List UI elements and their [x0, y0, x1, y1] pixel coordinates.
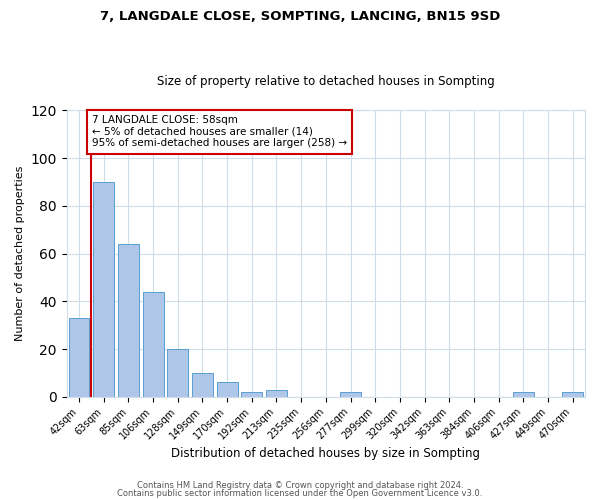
Bar [241, 392, 262, 396]
X-axis label: Distribution of detached houses by size in Sompting: Distribution of detached houses by size … [172, 447, 481, 460]
Text: Contains public sector information licensed under the Open Government Licence v3: Contains public sector information licen… [118, 488, 482, 498]
Bar [266, 390, 287, 396]
Text: 7, LANGDALE CLOSE, SOMPTING, LANCING, BN15 9SD: 7, LANGDALE CLOSE, SOMPTING, LANCING, BN… [100, 10, 500, 23]
Bar [513, 392, 534, 396]
Text: 7 LANGDALE CLOSE: 58sqm
← 5% of detached houses are smaller (14)
95% of semi-det: 7 LANGDALE CLOSE: 58sqm ← 5% of detached… [92, 116, 347, 148]
Bar [217, 382, 238, 396]
Text: Contains HM Land Registry data © Crown copyright and database right 2024.: Contains HM Land Registry data © Crown c… [137, 481, 463, 490]
Bar [93, 182, 114, 396]
Bar [340, 392, 361, 396]
Bar [68, 318, 89, 396]
Bar [118, 244, 139, 396]
Bar [167, 349, 188, 397]
Bar [192, 373, 213, 396]
Bar [143, 292, 164, 397]
Title: Size of property relative to detached houses in Sompting: Size of property relative to detached ho… [157, 76, 495, 88]
Bar [562, 392, 583, 396]
Y-axis label: Number of detached properties: Number of detached properties [15, 166, 25, 342]
